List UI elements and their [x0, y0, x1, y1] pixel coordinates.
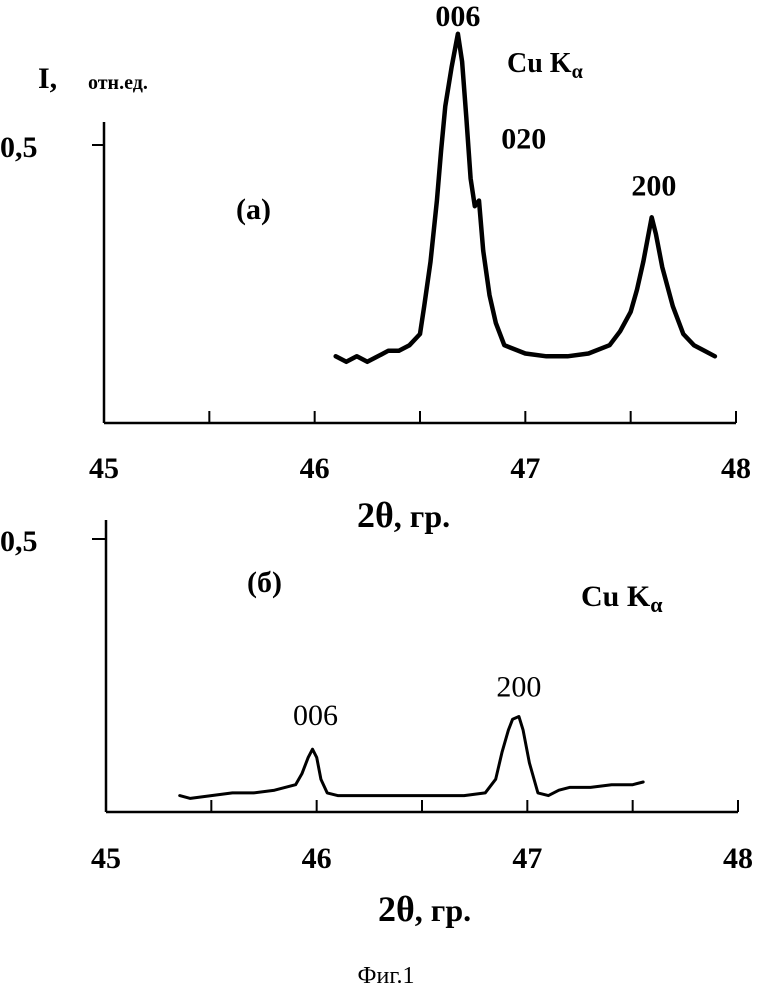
radiation-label-b: Cu Kα: [581, 580, 663, 617]
panel-label-b: (б): [247, 566, 282, 599]
panel-label-a: (a): [236, 193, 271, 226]
x-tick-label-b: 45: [91, 842, 121, 875]
x-axis-label-b: 2θ, гр.: [378, 889, 471, 929]
peak-label-020-a: 020: [501, 123, 546, 156]
y-tick-label-a: 0,5: [0, 131, 38, 164]
x-tick-label-a: 45: [89, 452, 119, 485]
y-tick-label-b: 0,5: [0, 525, 38, 558]
series-line-b: [180, 717, 644, 799]
x-tick-label-b: 47: [512, 842, 542, 875]
panel-a: 45 46 47 48 0,5 I, отн.ед. (a) Cu Kα 2θ, гр…: [0, 0, 751, 535]
x-tick-label-a: 48: [721, 452, 751, 485]
peak-label-200-b: 200: [496, 670, 541, 703]
x-tick-label-a: 46: [300, 452, 330, 485]
peak-label-006-b: 006: [293, 699, 338, 732]
y-axis-label-a: I,: [38, 62, 57, 95]
radiation-label-a: Cu Kα: [507, 48, 583, 83]
figure-caption: Фиг.1: [358, 963, 415, 989]
peak-label-006-a: 006: [435, 0, 480, 33]
panel-b: 45 46 47 48 0,5 (б) Cu Kα 2θ, гр. 006 200: [0, 520, 753, 929]
peak-label-200-a: 200: [631, 169, 676, 202]
y-axis-unit-a: отн.ед.: [88, 72, 148, 94]
x-tick-label-b: 46: [302, 842, 332, 875]
x-axis-label-a: 2θ, гр.: [357, 495, 450, 535]
x-tick-label-a: 47: [510, 452, 540, 485]
x-tick-label-b: 48: [723, 842, 753, 875]
